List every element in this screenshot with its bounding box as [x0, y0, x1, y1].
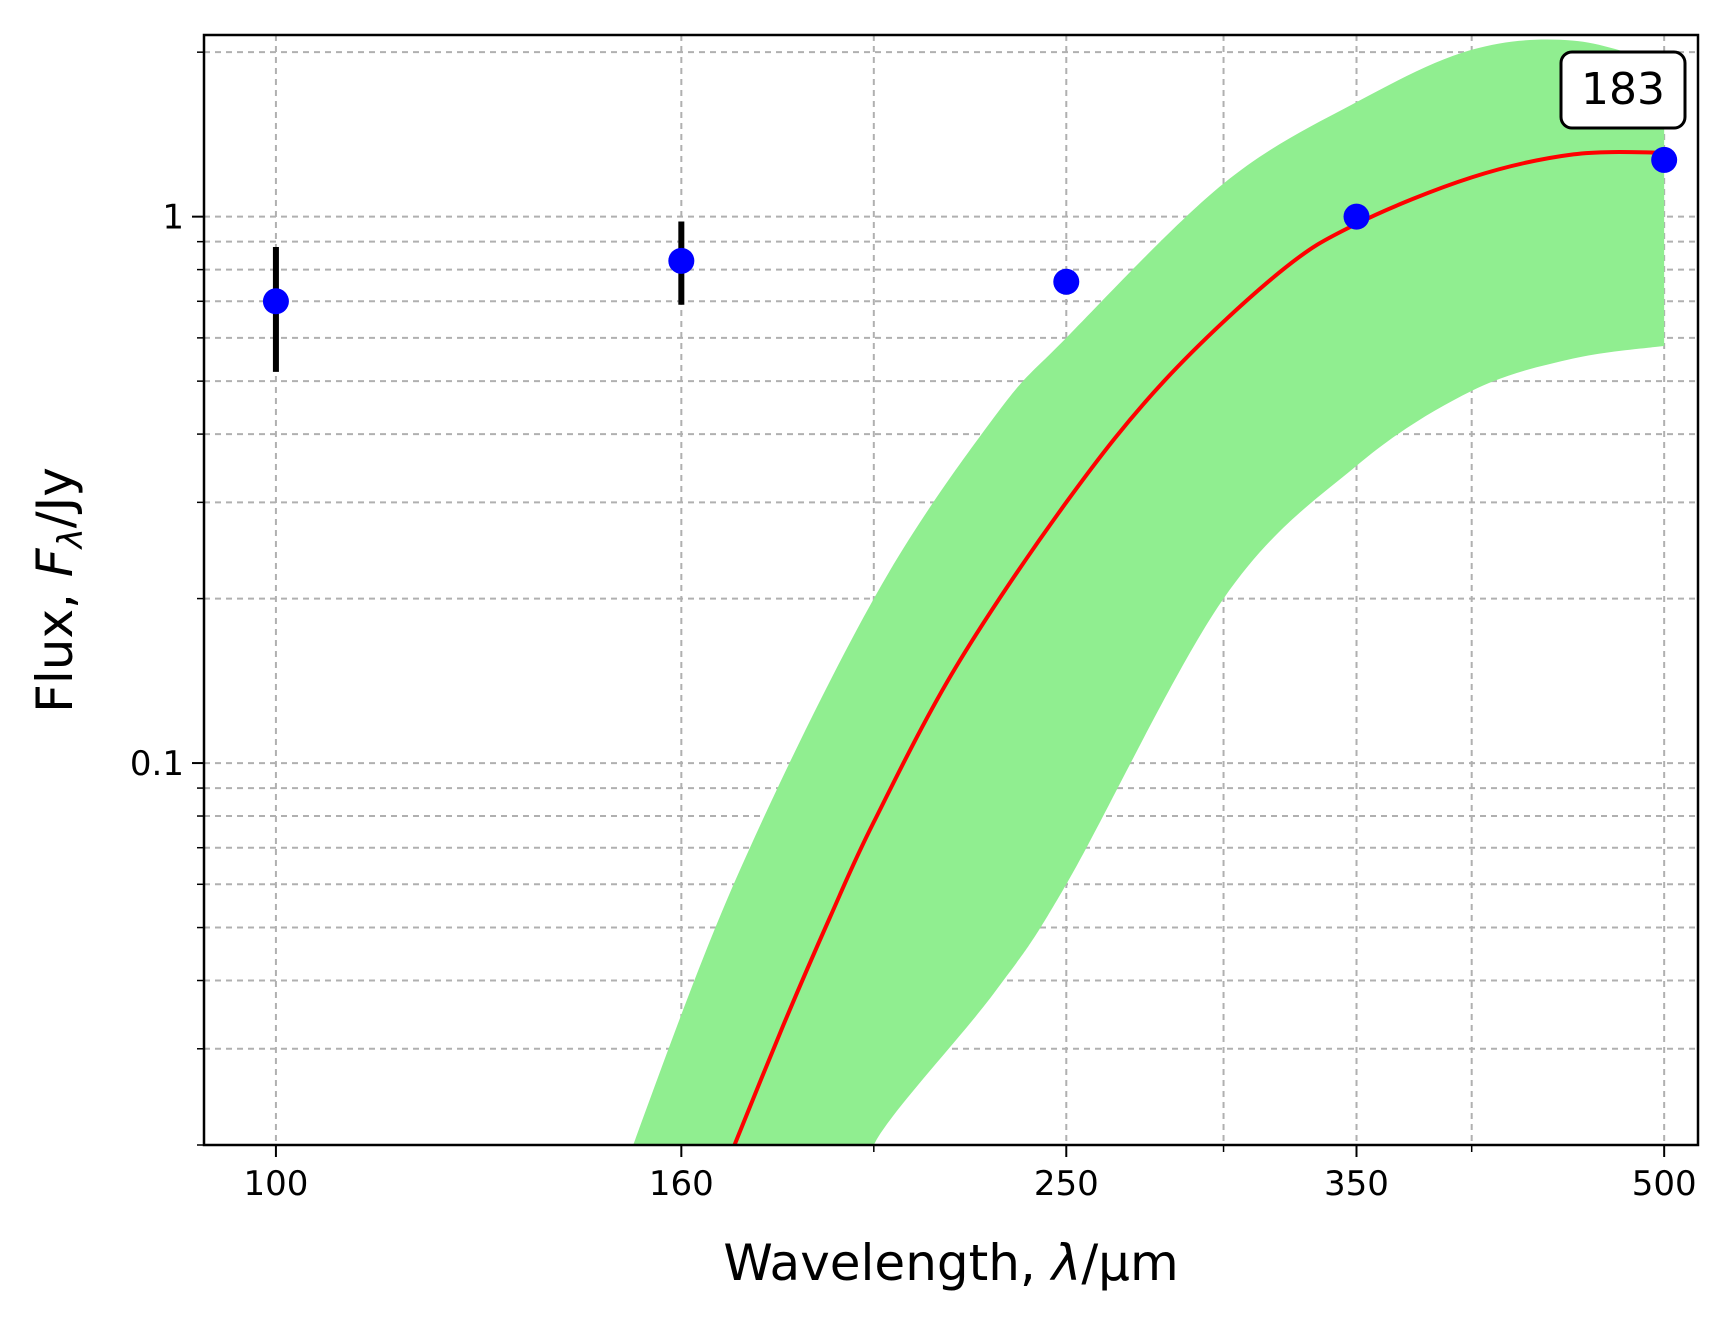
- data-point: [1651, 146, 1678, 173]
- plot-frame: [202, 33, 1700, 1147]
- axes: [192, 33, 1700, 1157]
- data-point: [1053, 268, 1080, 295]
- x-tick-label: 160: [649, 1164, 714, 1204]
- fit-curve-layer: [732, 150, 1665, 1145]
- annotation-label: 183: [1581, 64, 1665, 115]
- data-points-layer: [262, 146, 1678, 372]
- uncertainty-band-layer: [633, 39, 1665, 1145]
- uncertainty-band: [633, 39, 1665, 1145]
- y-tick-label: 0.1: [130, 744, 184, 784]
- y-axis-title: Flux, Fλ/Jy: [26, 467, 91, 713]
- x-tick-label: 500: [1632, 1164, 1697, 1204]
- annotation-box: [1559, 50, 1687, 130]
- y-tick-label: 1: [162, 198, 184, 238]
- data-point: [668, 247, 695, 274]
- x-tick-label: 350: [1324, 1164, 1389, 1204]
- x-tick-label: 250: [1034, 1164, 1099, 1204]
- tick-labels: 100 160 250 350 500 0.1 1: [130, 198, 1697, 1204]
- x-tick-label: 100: [243, 1164, 308, 1204]
- annotation-badge: 183: [1559, 50, 1687, 130]
- data-point: [262, 288, 289, 315]
- fit-curve: [732, 150, 1665, 1145]
- x-axis-title: Wavelength, λ/µm: [723, 1234, 1178, 1292]
- data-point: [1343, 203, 1370, 230]
